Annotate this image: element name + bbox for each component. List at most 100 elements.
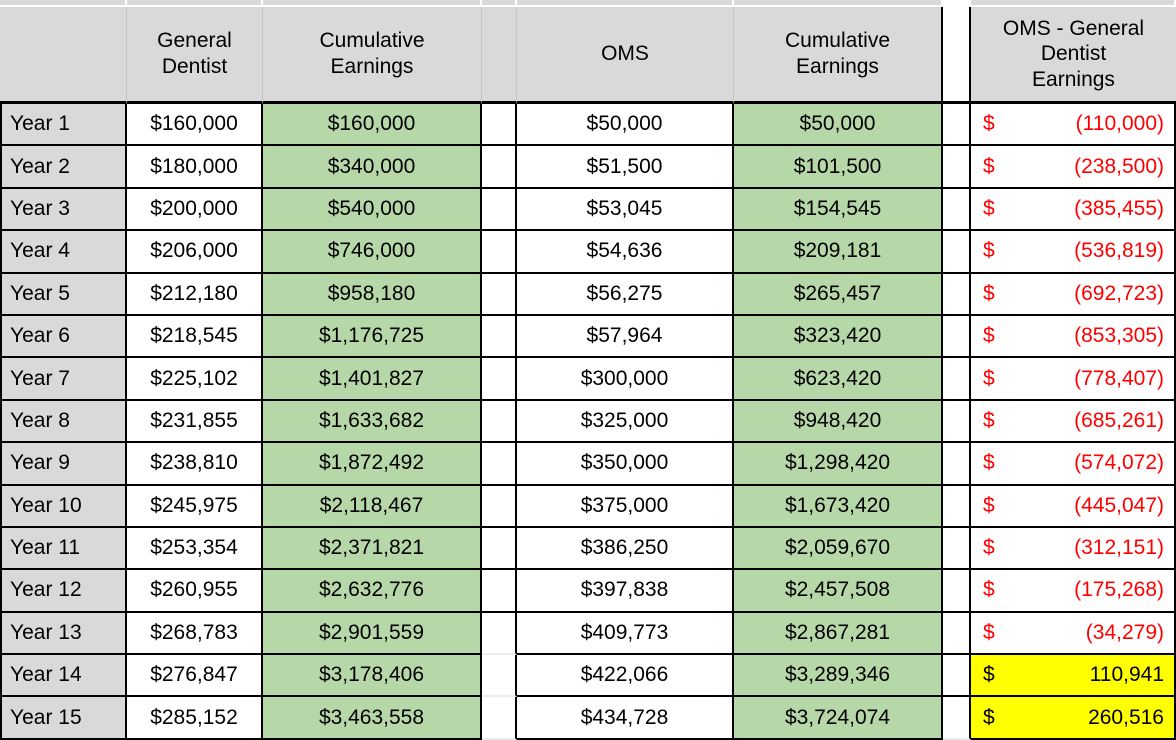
cell-year-label[interactable]: Year 4 xyxy=(0,231,127,274)
cell-general-dentist-earnings[interactable]: $238,810 xyxy=(127,443,263,486)
cell-earnings-difference[interactable]: $ (175,268) xyxy=(971,570,1176,613)
cell-general-dentist-earnings[interactable]: $200,000 xyxy=(127,188,263,232)
cell-year-label[interactable]: Year 15 xyxy=(0,697,127,740)
cell-earnings-difference[interactable]: $ (385,455) xyxy=(971,188,1176,232)
cell-oms-cumulative-earnings[interactable]: $2,867,281 xyxy=(734,612,943,656)
cell-gd-cumulative-earnings[interactable]: $958,180 xyxy=(263,273,482,316)
cell-year-label[interactable]: Year 1 xyxy=(0,104,127,147)
cell-general-dentist-earnings[interactable]: $268,783 xyxy=(127,612,263,656)
cell-general-dentist-earnings[interactable]: $285,152 xyxy=(127,697,263,740)
cell-earnings-difference[interactable]: $110,941 xyxy=(971,655,1176,698)
cell-gd-cumulative-earnings[interactable]: $1,401,827 xyxy=(263,358,482,401)
header-cell-oms-minus-gd-earnings[interactable]: OMS - General Dentist Earnings xyxy=(971,7,1176,104)
cell-gd-cumulative-earnings[interactable]: $746,000 xyxy=(263,231,482,274)
cell-oms-earnings[interactable]: $386,250 xyxy=(517,527,734,571)
cell-year-label[interactable]: Year 9 xyxy=(0,443,127,486)
cell-earnings-difference[interactable]: $ (853,305) xyxy=(971,315,1176,359)
cell-year-label[interactable]: Year 2 xyxy=(0,146,127,189)
cell-oms-earnings[interactable]: $300,000 xyxy=(517,358,734,401)
cell-gd-cumulative-earnings[interactable]: $540,000 xyxy=(263,188,482,232)
cell-oms-earnings[interactable]: $57,964 xyxy=(517,315,734,359)
cell-year-label[interactable]: Year 12 xyxy=(0,570,127,613)
cell-oms-earnings[interactable]: $54,636 xyxy=(517,231,734,274)
header-cell-year[interactable] xyxy=(0,7,127,104)
cell-gd-cumulative-earnings[interactable]: $340,000 xyxy=(263,146,482,189)
cell-general-dentist-earnings[interactable]: $212,180 xyxy=(127,273,263,316)
cell-oms-earnings[interactable]: $325,000 xyxy=(517,400,734,444)
cell-general-dentist-earnings[interactable]: $225,102 xyxy=(127,358,263,401)
cell-general-dentist-earnings[interactable]: $253,354 xyxy=(127,527,263,571)
cell-earnings-difference[interactable]: $ (536,819) xyxy=(971,231,1176,274)
header-cell-general-dentist[interactable]: General Dentist xyxy=(127,7,263,104)
cell-oms-earnings[interactable]: $422,066 xyxy=(517,655,734,698)
cell-gd-cumulative-earnings[interactable]: $2,371,821 xyxy=(263,527,482,571)
cell-earnings-difference[interactable]: $ (34,279) xyxy=(971,612,1176,656)
cell-gd-cumulative-earnings[interactable]: $2,118,467 xyxy=(263,485,482,528)
cell-gd-cumulative-earnings[interactable]: $3,463,558 xyxy=(263,697,482,740)
cell-gd-cumulative-earnings[interactable]: $2,632,776 xyxy=(263,570,482,613)
cell-oms-earnings[interactable]: $53,045 xyxy=(517,188,734,232)
cell-general-dentist-earnings[interactable]: $180,000 xyxy=(127,146,263,189)
cell-earnings-difference[interactable]: $ (238,500) xyxy=(971,146,1176,189)
cell-year-label[interactable]: Year 7 xyxy=(0,358,127,401)
cell-oms-earnings[interactable]: $51,500 xyxy=(517,146,734,189)
spacer-cell xyxy=(482,315,517,359)
cell-oms-cumulative-earnings[interactable]: $265,457 xyxy=(734,273,943,316)
header-cell-oms-cumulative-earnings[interactable]: Cumulative Earnings xyxy=(734,7,943,104)
partial-row-cell xyxy=(943,0,971,5)
cell-general-dentist-earnings[interactable]: $231,855 xyxy=(127,400,263,444)
cell-oms-cumulative-earnings[interactable]: $1,673,420 xyxy=(734,485,943,528)
cell-oms-earnings[interactable]: $50,000 xyxy=(517,104,734,147)
cell-gd-cumulative-earnings[interactable]: $1,176,725 xyxy=(263,315,482,359)
cell-oms-cumulative-earnings[interactable]: $3,289,346 xyxy=(734,655,943,698)
cell-gd-cumulative-earnings[interactable]: $1,633,682 xyxy=(263,400,482,444)
cell-general-dentist-earnings[interactable]: $245,975 xyxy=(127,485,263,528)
cell-earnings-difference[interactable]: $ (574,072) xyxy=(971,443,1176,486)
cell-oms-earnings[interactable]: $375,000 xyxy=(517,485,734,528)
cell-earnings-difference[interactable]: $ (312,151) xyxy=(971,527,1176,571)
cell-oms-earnings[interactable]: $434,728 xyxy=(517,697,734,740)
cell-gd-cumulative-earnings[interactable]: $1,872,492 xyxy=(263,443,482,486)
cell-general-dentist-earnings[interactable]: $260,955 xyxy=(127,570,263,613)
cell-oms-cumulative-earnings[interactable]: $50,000 xyxy=(734,104,943,147)
cell-oms-cumulative-earnings[interactable]: $2,457,508 xyxy=(734,570,943,613)
cell-year-label[interactable]: Year 3 xyxy=(0,188,127,232)
cell-oms-cumulative-earnings[interactable]: $323,420 xyxy=(734,315,943,359)
cell-year-label[interactable]: Year 8 xyxy=(0,400,127,444)
cell-earnings-difference[interactable]: $260,516 xyxy=(971,697,1176,740)
spacer-cell xyxy=(482,400,517,444)
cell-oms-cumulative-earnings[interactable]: $623,420 xyxy=(734,358,943,401)
cell-general-dentist-earnings[interactable]: $276,847 xyxy=(127,655,263,698)
cell-year-label[interactable]: Year 14 xyxy=(0,655,127,698)
cell-oms-cumulative-earnings[interactable]: $3,724,074 xyxy=(734,697,943,740)
cell-gd-cumulative-earnings[interactable]: $3,178,406 xyxy=(263,655,482,698)
cell-general-dentist-earnings[interactable]: $206,000 xyxy=(127,231,263,274)
cell-earnings-difference[interactable]: $ (692,723) xyxy=(971,273,1176,316)
cell-oms-earnings[interactable]: $409,773 xyxy=(517,612,734,656)
cell-year-label[interactable]: Year 6 xyxy=(0,315,127,359)
cell-gd-cumulative-earnings[interactable]: $160,000 xyxy=(263,104,482,147)
currency-symbol: $ xyxy=(983,281,995,305)
cell-oms-cumulative-earnings[interactable]: $209,181 xyxy=(734,231,943,274)
cell-oms-cumulative-earnings[interactable]: $154,545 xyxy=(734,188,943,232)
cell-year-label[interactable]: Year 5 xyxy=(0,273,127,316)
cell-oms-earnings[interactable]: $350,000 xyxy=(517,443,734,486)
cell-gd-cumulative-earnings[interactable]: $2,901,559 xyxy=(263,612,482,656)
header-cell-oms[interactable]: OMS xyxy=(517,7,734,104)
cell-earnings-difference[interactable]: $ (110,000) xyxy=(971,104,1176,147)
cell-oms-cumulative-earnings[interactable]: $101,500 xyxy=(734,146,943,189)
cell-oms-earnings[interactable]: $56,275 xyxy=(517,273,734,316)
cell-earnings-difference[interactable]: $ (685,261) xyxy=(971,400,1176,444)
cell-oms-cumulative-earnings[interactable]: $2,059,670 xyxy=(734,527,943,571)
cell-year-label[interactable]: Year 10 xyxy=(0,485,127,528)
cell-year-label[interactable]: Year 11 xyxy=(0,527,127,571)
cell-general-dentist-earnings[interactable]: $160,000 xyxy=(127,104,263,147)
cell-earnings-difference[interactable]: $ (778,407) xyxy=(971,358,1176,401)
cell-oms-earnings[interactable]: $397,838 xyxy=(517,570,734,613)
cell-oms-cumulative-earnings[interactable]: $948,420 xyxy=(734,400,943,444)
cell-general-dentist-earnings[interactable]: $218,545 xyxy=(127,315,263,359)
header-cell-gd-cumulative-earnings[interactable]: Cumulative Earnings xyxy=(263,7,482,104)
cell-earnings-difference[interactable]: $ (445,047) xyxy=(971,485,1176,528)
cell-year-label[interactable]: Year 13 xyxy=(0,612,127,656)
cell-oms-cumulative-earnings[interactable]: $1,298,420 xyxy=(734,443,943,486)
